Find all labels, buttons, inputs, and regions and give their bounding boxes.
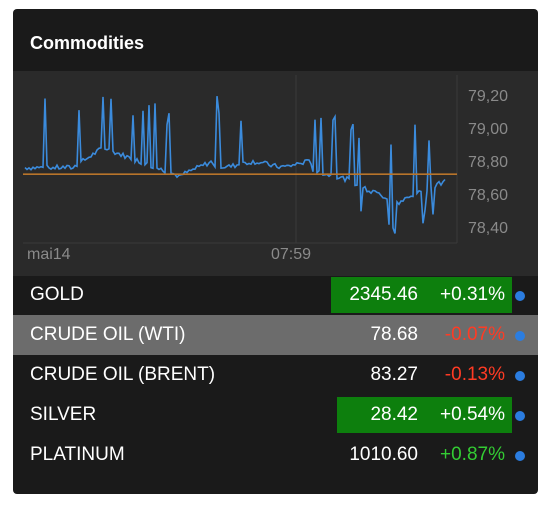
- commodity-row-crude-oil-brent[interactable]: CRUDE OIL (BRENT) 83.27 -0.13%: [13, 355, 538, 395]
- commodity-price: 2345.46: [349, 284, 418, 305]
- commodity-row-crude-oil-wti[interactable]: CRUDE OIL (WTI) 78.68 -0.07%: [13, 315, 538, 355]
- y-tick-label: 78,60: [468, 187, 508, 204]
- commodity-name: SILVER: [30, 404, 97, 425]
- commodity-name: PLATINUM: [30, 444, 125, 465]
- commodity-price: 1010.60: [349, 444, 418, 465]
- commodity-name: CRUDE OIL (BRENT): [30, 364, 216, 385]
- commodity-name: GOLD: [30, 284, 84, 305]
- price-chart[interactable]: 79,20 79,00 78,80 78,60 78,40 mai14 07:5…: [13, 71, 538, 276]
- commodity-change: -0.07%: [444, 324, 505, 345]
- commodity-price: 78.68: [370, 324, 418, 345]
- y-tick-label: 78,40: [468, 220, 508, 237]
- commodity-price: 83.27: [370, 364, 418, 385]
- commodity-row-platinum[interactable]: PLATINUM 1010.60 +0.87%: [13, 435, 538, 475]
- commodity-name: CRUDE OIL (WTI): [30, 324, 186, 345]
- commodity-price: 28.42: [370, 404, 418, 425]
- commodity-change: +0.31%: [440, 284, 505, 305]
- x-tick-label: 07:59: [271, 246, 311, 263]
- x-tick-label: mai14: [27, 246, 71, 263]
- commodity-row-gold[interactable]: GOLD 2345.46 +0.31%: [13, 275, 538, 315]
- commodity-change: +0.87%: [440, 444, 505, 465]
- y-tick-label: 78,80: [468, 154, 508, 171]
- change-highlight: [331, 277, 512, 313]
- status-dot-icon: [515, 411, 525, 421]
- y-tick-label: 79,20: [468, 88, 508, 105]
- change-highlight: [337, 397, 512, 433]
- commodity-change: -0.13%: [444, 364, 505, 385]
- price-line: [24, 96, 446, 234]
- status-dot-icon: [515, 291, 525, 301]
- status-dot-icon: [515, 451, 525, 461]
- commodities-widget: Commodities 79,20 79,00 78,80 78,60 78,4…: [13, 9, 538, 494]
- y-tick-label: 79,00: [468, 121, 508, 138]
- commodity-row-silver[interactable]: SILVER 28.42 +0.54%: [13, 395, 538, 435]
- price-chart-svg: 79,20 79,00 78,80 78,60 78,40 mai14 07:5…: [23, 75, 508, 263]
- commodity-change: +0.54%: [440, 404, 505, 425]
- commodity-list: GOLD 2345.46 +0.31% CRUDE OIL (WTI) 78.6…: [13, 275, 538, 475]
- widget-title: Commodities: [30, 33, 145, 53]
- status-dot-icon: [515, 331, 525, 341]
- status-dot-icon: [515, 371, 525, 381]
